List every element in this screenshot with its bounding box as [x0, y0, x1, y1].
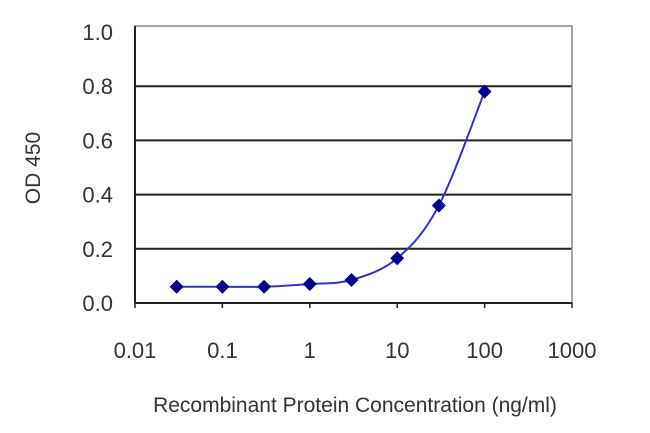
x-tick-label: 0.01 — [114, 338, 157, 363]
data-point — [215, 279, 230, 294]
x-tick-label: 1000 — [548, 338, 597, 363]
series-line — [176, 91, 486, 288]
y-tick-labels: 0.0 0.2 0.4 0.6 0.8 1.0 — [82, 20, 113, 316]
x-axis-label: Recombinant Protein Concentration (ng/ml… — [153, 394, 557, 417]
data-point — [431, 198, 446, 213]
y-tick-label: 0.2 — [82, 237, 113, 262]
x-tick-label: 0.1 — [207, 338, 238, 363]
data-point — [302, 277, 317, 292]
data-point — [257, 279, 272, 294]
y-axis-label: OD 450 — [22, 132, 45, 204]
data-point — [390, 251, 405, 266]
x-tick-labels: 0.01 0.1 1 10 100 1000 — [114, 338, 597, 363]
y-tick-label: 0.0 — [82, 291, 113, 316]
data-point — [344, 272, 359, 287]
y-tick-label: 0.8 — [82, 74, 113, 99]
y-tick-label: 0.6 — [82, 128, 113, 153]
gridlines — [135, 85, 572, 250]
plot-frame — [134, 25, 573, 308]
x-tick-label: 100 — [466, 338, 503, 363]
x-tick-label: 1 — [304, 338, 316, 363]
y-tick-label: 1.0 — [82, 20, 113, 45]
x-tick-label: 10 — [385, 338, 409, 363]
plot-border — [134, 25, 573, 304]
data-point — [169, 279, 184, 294]
series — [169, 84, 492, 294]
data-point — [477, 84, 492, 99]
y-tick-label: 0.4 — [82, 183, 113, 208]
